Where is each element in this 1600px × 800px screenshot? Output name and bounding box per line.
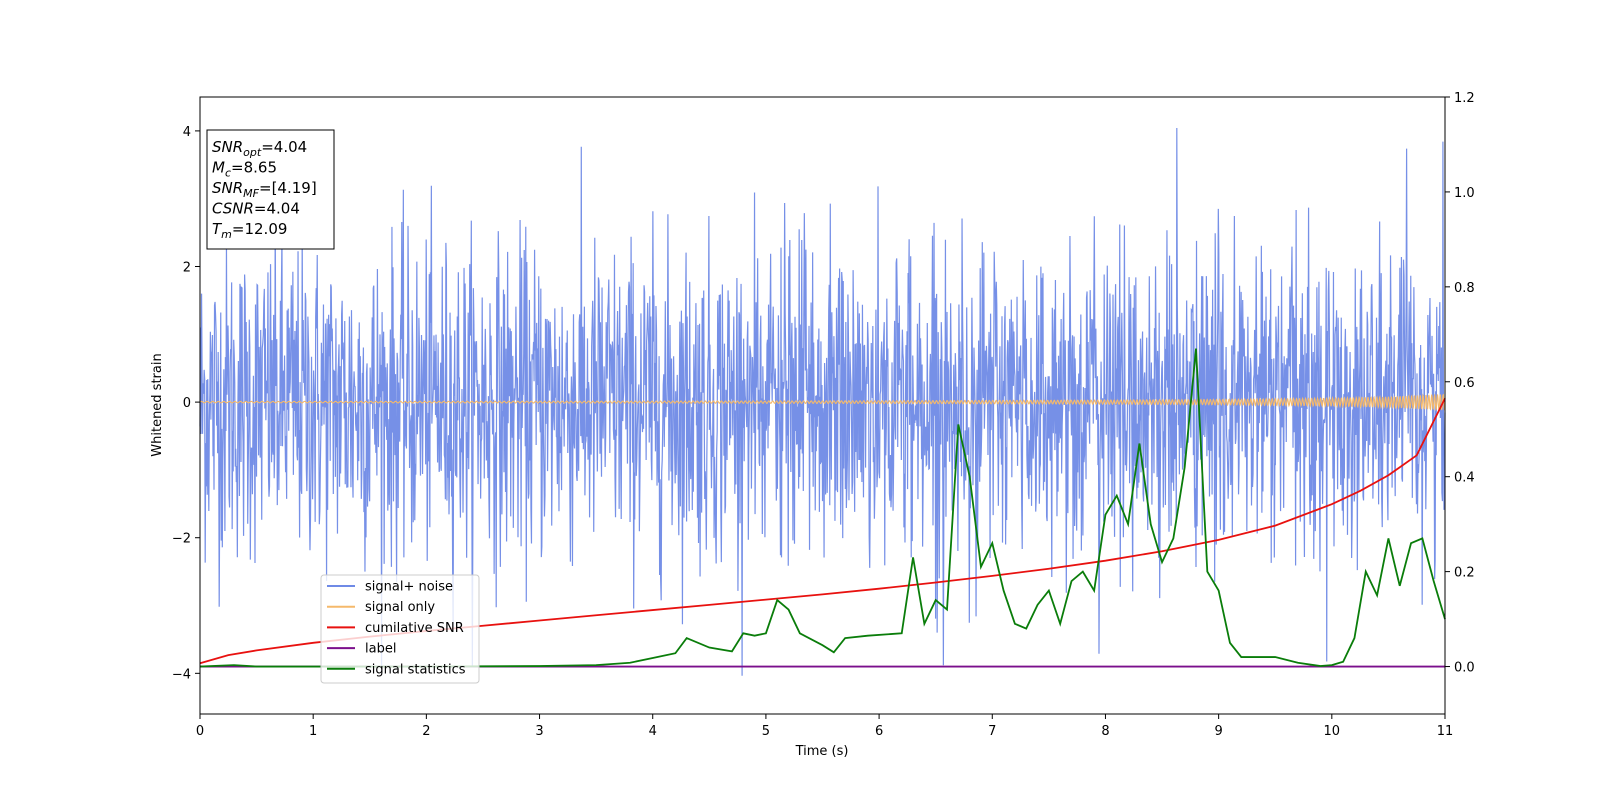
y-ticks-right: 1.2 1.0 0.8 0.6 0.4 0.2 0.0 [1445, 91, 1475, 676]
info-box-frame [206, 129, 335, 250]
y-tick-label-left: 2 [183, 261, 191, 276]
legend-label: signal only [365, 600, 435, 615]
x-axis-label: Time (s) [795, 744, 849, 759]
info-line: SNRMF=[4.19] [212, 179, 317, 200]
y-axis-label-left: Whitened strain [150, 353, 165, 456]
signal-statistics-line [199, 348, 1446, 668]
x-tick-label: 1 [309, 724, 317, 739]
axes-frame [199, 96, 1446, 715]
x-tick-label: 11 [1437, 724, 1454, 739]
info-line: Tm=12.09 [212, 220, 287, 241]
legend-label: label [365, 642, 396, 657]
y-tick-label-left: −4 [172, 667, 191, 682]
signal-only-line [199, 393, 1446, 412]
x-tick-label: 6 [875, 724, 883, 739]
y-tick-label-right: 1.2 [1454, 91, 1475, 106]
y-ticks-left: 4 2 0 −2 −4 [172, 125, 200, 682]
x-tick-label: 10 [1324, 724, 1341, 739]
y-tick-label-right: 0.0 [1454, 661, 1475, 676]
legend-label: signal statistics [365, 662, 466, 677]
x-tick-label: 5 [762, 724, 770, 739]
x-tick-label: 8 [1101, 724, 1109, 739]
legend-label: cumilative SNR [365, 621, 464, 636]
y-tick-label-right: 0.6 [1454, 376, 1475, 391]
info-line: SNRopt=4.04 [212, 138, 307, 159]
y-tick-label-right: 0.4 [1454, 471, 1475, 486]
signal-only-series [199, 393, 1446, 412]
legend-label: signal+ noise [365, 580, 453, 595]
y-tick-label-left: 0 [183, 396, 191, 411]
signal-noise-line [199, 127, 1446, 676]
x-tick-label: 2 [422, 724, 430, 739]
info-line: CSNR=4.04 [212, 200, 300, 218]
legend: signal+ noise signal only cumilative SNR la… [320, 574, 480, 684]
y-tick-label-right: 0.8 [1454, 281, 1475, 296]
x-ticks: 0 1 2 3 4 5 6 7 8 9 10 11 [196, 714, 1453, 739]
signal-noise-series [199, 127, 1446, 676]
legend-frame [320, 574, 480, 684]
x-tick-label: 9 [1214, 724, 1222, 739]
y-tick-label-left: 4 [183, 125, 191, 140]
x-tick-label: 7 [988, 724, 996, 739]
x-tick-label: 0 [196, 724, 204, 739]
x-tick-label: 4 [649, 724, 657, 739]
info-line: Mc=8.65 [212, 159, 277, 180]
y-tick-label-left: −2 [172, 532, 191, 547]
x-tick-label: 3 [535, 724, 543, 739]
y-tick-label-right: 0.2 [1454, 566, 1475, 581]
y-tick-label-right: 1.0 [1454, 186, 1475, 201]
